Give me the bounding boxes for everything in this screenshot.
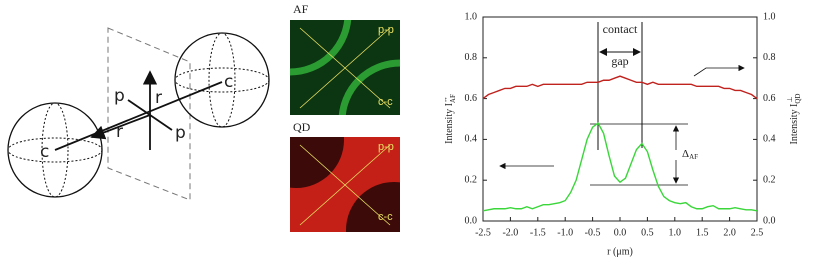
x-axis-label: r (μm) bbox=[607, 246, 633, 257]
y-axis-label: Intensity IAF↔ bbox=[441, 94, 457, 144]
x-tick-label: 2.5 bbox=[751, 227, 764, 238]
annotation: contact bbox=[603, 22, 638, 36]
y2-tick-label: 0.0 bbox=[763, 215, 776, 226]
y2-tick-label: 0.6 bbox=[763, 93, 776, 104]
axis-label: p bbox=[175, 123, 186, 143]
y-tick-label: 0.4 bbox=[465, 134, 478, 145]
x-tick-label: 1.0 bbox=[669, 227, 682, 238]
x-tick-label: 0.0 bbox=[614, 227, 627, 238]
y-tick-label: 0.8 bbox=[465, 52, 478, 63]
equator bbox=[7, 137, 103, 163]
series-line bbox=[482, 122, 758, 212]
x-tick-label: -2.0 bbox=[502, 227, 518, 238]
equator bbox=[174, 67, 270, 93]
point-label: c bbox=[40, 142, 49, 162]
image-label: p-p bbox=[378, 24, 394, 36]
image-label: c-c bbox=[378, 96, 393, 108]
axis-label: p bbox=[114, 86, 125, 106]
plot-frame bbox=[482, 16, 758, 222]
x-tick-label: -1.5 bbox=[530, 227, 546, 238]
x-tick-label: -1.0 bbox=[557, 227, 573, 238]
point-label: c bbox=[224, 72, 233, 92]
y2-tick-label: 0.8 bbox=[763, 52, 776, 63]
y-tick-label: 0.2 bbox=[465, 174, 478, 185]
center-axis bbox=[54, 81, 223, 151]
image-label: c-c bbox=[378, 211, 393, 223]
x-tick-label: -2.5 bbox=[475, 227, 491, 238]
x-tick-label: -0.5 bbox=[585, 227, 601, 238]
y2-tick-label: 1.0 bbox=[763, 11, 776, 22]
meridian bbox=[208, 32, 236, 128]
r-axis bbox=[90, 114, 151, 140]
delta-label: ΔAF bbox=[682, 148, 698, 161]
p-axis bbox=[127, 99, 173, 131]
image-label: p-p bbox=[378, 141, 394, 153]
y-tick-label: 0.0 bbox=[465, 215, 478, 226]
diagram bbox=[7, 27, 270, 201]
sphere bbox=[174, 32, 270, 128]
plane bbox=[107, 27, 191, 201]
series-line bbox=[482, 75, 758, 100]
axis-label: r bbox=[116, 122, 123, 142]
qd-image bbox=[290, 137, 400, 232]
y-tick-label: 1.0 bbox=[465, 11, 478, 22]
image-title: AF bbox=[293, 2, 309, 16]
annotation: gap bbox=[611, 54, 628, 68]
x-tick-label: 2.0 bbox=[723, 227, 736, 238]
y2-tick-label: 0.4 bbox=[763, 134, 776, 145]
y2-tick-label: 0.2 bbox=[763, 174, 776, 185]
x-tick-label: 1.5 bbox=[696, 227, 709, 238]
axis-label: r bbox=[155, 88, 162, 108]
y-tick-label: 0.6 bbox=[465, 93, 478, 104]
meridian bbox=[41, 102, 69, 198]
af-image bbox=[290, 20, 400, 115]
image-title: QD bbox=[293, 120, 311, 134]
annotations bbox=[499, 22, 745, 186]
x-tick-label: 0.5 bbox=[641, 227, 654, 238]
y2-axis-label: Intensity IQD⊥ bbox=[786, 94, 802, 145]
